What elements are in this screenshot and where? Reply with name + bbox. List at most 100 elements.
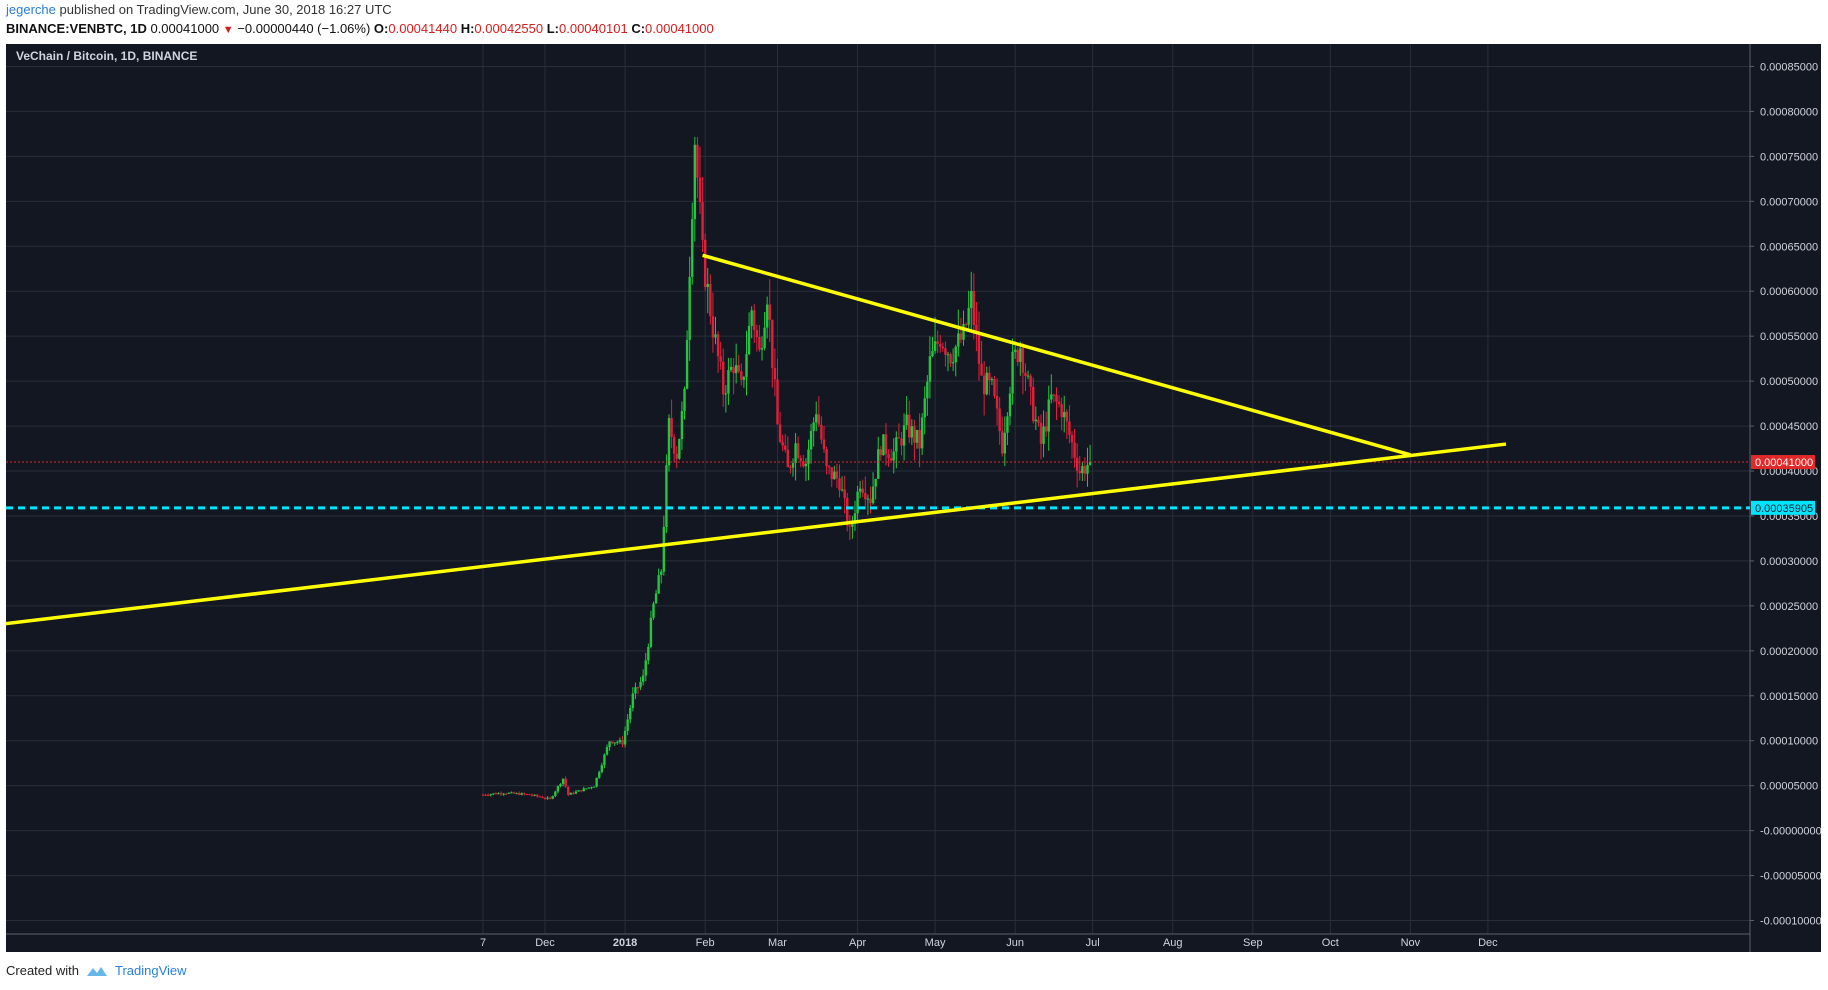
- y-tick-label: -0.00010000: [1760, 916, 1821, 928]
- x-tick-label: 7: [480, 937, 486, 949]
- candle-body: [1052, 394, 1056, 396]
- candle-body: [768, 304, 771, 320]
- close-value: 0.00041000: [645, 21, 714, 36]
- candle-body: [603, 754, 606, 766]
- y-tick-label: 0.00045000: [1760, 421, 1818, 433]
- candle-body: [864, 493, 867, 500]
- candle-body: [1032, 386, 1035, 422]
- candle-body: [825, 448, 828, 467]
- candle-body: [985, 372, 988, 395]
- candle-body: [724, 393, 728, 395]
- candle-body: [688, 276, 691, 340]
- candle-body: [851, 522, 854, 527]
- price-chart[interactable]: 0.00085000 0.00080000 0.00075000 0.00070000…: [6, 44, 1821, 952]
- candle-body: [1039, 422, 1043, 444]
- candle-body: [781, 441, 784, 446]
- candle-body: [877, 449, 880, 479]
- candle-body: [1047, 399, 1050, 432]
- y-tick-label: -0.00005000: [1760, 871, 1821, 883]
- candle-body: [654, 593, 658, 604]
- author-link[interactable]: jegerche: [6, 2, 56, 17]
- candle-body: [1065, 411, 1069, 422]
- y-tick-label: 0.00065000: [1760, 241, 1818, 253]
- candle-body: [794, 443, 797, 464]
- candle-body: [895, 437, 898, 452]
- candle-body: [621, 740, 624, 745]
- candle-body: [525, 794, 529, 796]
- candle-body: [936, 341, 939, 344]
- open-value: 0.00041440: [388, 21, 458, 36]
- candle-body: [551, 796, 554, 799]
- candle-body: [497, 793, 500, 795]
- candle-body: [729, 366, 733, 371]
- candle-body: [840, 489, 844, 491]
- candle-body: [523, 793, 526, 795]
- candle-body: [678, 439, 681, 459]
- x-tick-label: Jun: [1006, 937, 1024, 949]
- candle-body: [1081, 466, 1084, 474]
- candle-body: [918, 429, 921, 449]
- candle-body: [722, 361, 725, 395]
- support-label: 0.00035905: [1755, 503, 1813, 515]
- candle-body: [629, 708, 632, 720]
- candle-body: [789, 467, 792, 469]
- candle-body: [871, 486, 875, 504]
- ohlc-line: BINANCE:VENBTC, 1D 0.00041000 ▼ −0.00000…: [6, 21, 714, 36]
- trendline-upper: [702, 253, 1411, 457]
- y-tick-label: -0.00000000: [1760, 826, 1821, 838]
- candle-body: [964, 324, 968, 326]
- candle-body: [693, 144, 697, 220]
- candle-body: [709, 283, 712, 317]
- candle-body: [1057, 401, 1061, 405]
- candle-body: [634, 687, 637, 694]
- candle-body: [784, 445, 787, 450]
- tradingview-link[interactable]: TradingView: [85, 963, 187, 978]
- candle-body: [662, 526, 666, 572]
- candle-body: [858, 488, 862, 492]
- candle-body: [908, 414, 911, 438]
- candle-body: [626, 719, 629, 731]
- chart-panel[interactable]: 0.00085000 0.00080000 0.00075000 0.00070000…: [6, 44, 1821, 952]
- candle-body: [541, 797, 544, 799]
- y-tick-label: 0.00010000: [1760, 736, 1818, 748]
- candle-body: [556, 786, 560, 792]
- candle-body: [1068, 421, 1071, 435]
- candle-body: [644, 660, 647, 676]
- x-tick-label: Sep: [1243, 937, 1263, 949]
- candle-body: [776, 379, 779, 425]
- candle-body: [830, 467, 833, 480]
- y-tick-label: 0.00005000: [1760, 781, 1818, 793]
- candle-body: [1070, 434, 1074, 443]
- candle-body: [489, 794, 492, 796]
- candle-body: [941, 346, 945, 349]
- candle-body: [758, 337, 761, 350]
- candle-body: [623, 730, 627, 745]
- candle-body: [512, 792, 516, 794]
- candle-body: [835, 471, 839, 479]
- candle-body: [897, 437, 901, 439]
- y-tick-label: 0.00015000: [1760, 691, 1818, 703]
- candle-body: [1011, 351, 1014, 394]
- candle-body: [1044, 426, 1048, 432]
- candle-body: [719, 356, 722, 362]
- high-label: H:: [460, 21, 475, 36]
- open-label: O:: [373, 21, 389, 36]
- candle-body: [706, 283, 709, 288]
- candle-body: [592, 786, 596, 788]
- low-label: L:: [546, 21, 559, 36]
- y-tick-label: 0.00070000: [1760, 196, 1818, 208]
- candle-body: [572, 792, 575, 794]
- candle-body: [670, 418, 673, 438]
- candle-body: [703, 239, 707, 288]
- candle-body: [972, 291, 976, 325]
- x-tick-label: May: [925, 937, 946, 949]
- x-tick-label: Jul: [1086, 937, 1100, 949]
- candle-body: [998, 408, 1001, 432]
- candle-body: [949, 354, 952, 364]
- candle-body: [962, 324, 965, 340]
- candle-body: [530, 794, 534, 796]
- last-price-badge: [1751, 455, 1815, 470]
- candle-body: [838, 478, 841, 491]
- candle-body: [727, 370, 730, 394]
- candle-body: [732, 366, 735, 374]
